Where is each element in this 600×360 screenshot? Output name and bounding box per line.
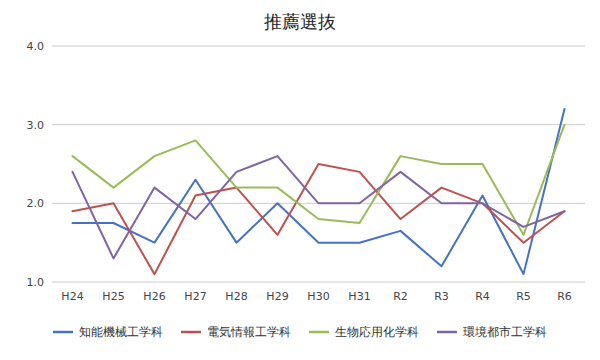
- legend-label: 電気情報工学科: [207, 325, 291, 339]
- grid-line: [52, 282, 585, 283]
- grid: [52, 46, 585, 282]
- legend-item: 電気情報工学科: [181, 325, 291, 339]
- legend-label: 環境都市工学科: [463, 325, 547, 339]
- legend-swatch: [437, 331, 457, 334]
- x-tick-label: H24: [61, 290, 83, 303]
- x-tick-label: R2: [393, 290, 408, 303]
- chart: 推薦選抜 1.0 2.0 3.0 4.0 H24 H25 H26 H27 H28 H29 H30 H31…: [0, 0, 600, 360]
- legend-swatch: [309, 331, 329, 334]
- x-tick-label: R5: [516, 290, 531, 303]
- y-tick-label: 2.0: [27, 197, 45, 210]
- series-group: [73, 109, 565, 274]
- legend-item: 知能機械工学科: [53, 325, 163, 339]
- x-tick-label: H27: [184, 290, 206, 303]
- grid-line: [52, 46, 585, 47]
- y-tick-label: 3.0: [27, 119, 45, 132]
- title: 推薦選抜: [264, 11, 336, 32]
- x-tick-label: R4: [475, 290, 490, 303]
- x-tick-label: H28: [225, 290, 247, 303]
- x-tick-label: R3: [434, 290, 449, 303]
- legend-swatch: [181, 331, 201, 334]
- legend-item: 生物応用化学科: [309, 325, 419, 339]
- legend-label: 知能機械工学科: [79, 325, 163, 339]
- series-line: [73, 156, 565, 258]
- chart-container: 推薦選抜 1.0 2.0 3.0 4.0 H24 H25 H26 H27 H28 H29 H30 H31…: [0, 0, 600, 360]
- legend-label: 生物応用化学科: [335, 325, 419, 339]
- series-line: [73, 125, 565, 235]
- x-tick-label: H29: [266, 290, 288, 303]
- x-tick-label: H31: [348, 290, 370, 303]
- y-tick-label: 4.0: [27, 40, 45, 53]
- x-tick-label: R6: [557, 290, 572, 303]
- legend: 知能機械工学科 電気情報工学科 生物応用化学科 環境都市工学科: [53, 325, 547, 339]
- y-tick-label: 1.0: [27, 276, 45, 289]
- x-tick-label: H30: [307, 290, 329, 303]
- grid-line: [52, 124, 585, 125]
- x-tick-label: H26: [143, 290, 165, 303]
- x-tick-label: H25: [102, 290, 124, 303]
- series-line: [73, 109, 565, 274]
- legend-swatch: [53, 331, 73, 334]
- legend-item: 環境都市工学科: [437, 325, 547, 339]
